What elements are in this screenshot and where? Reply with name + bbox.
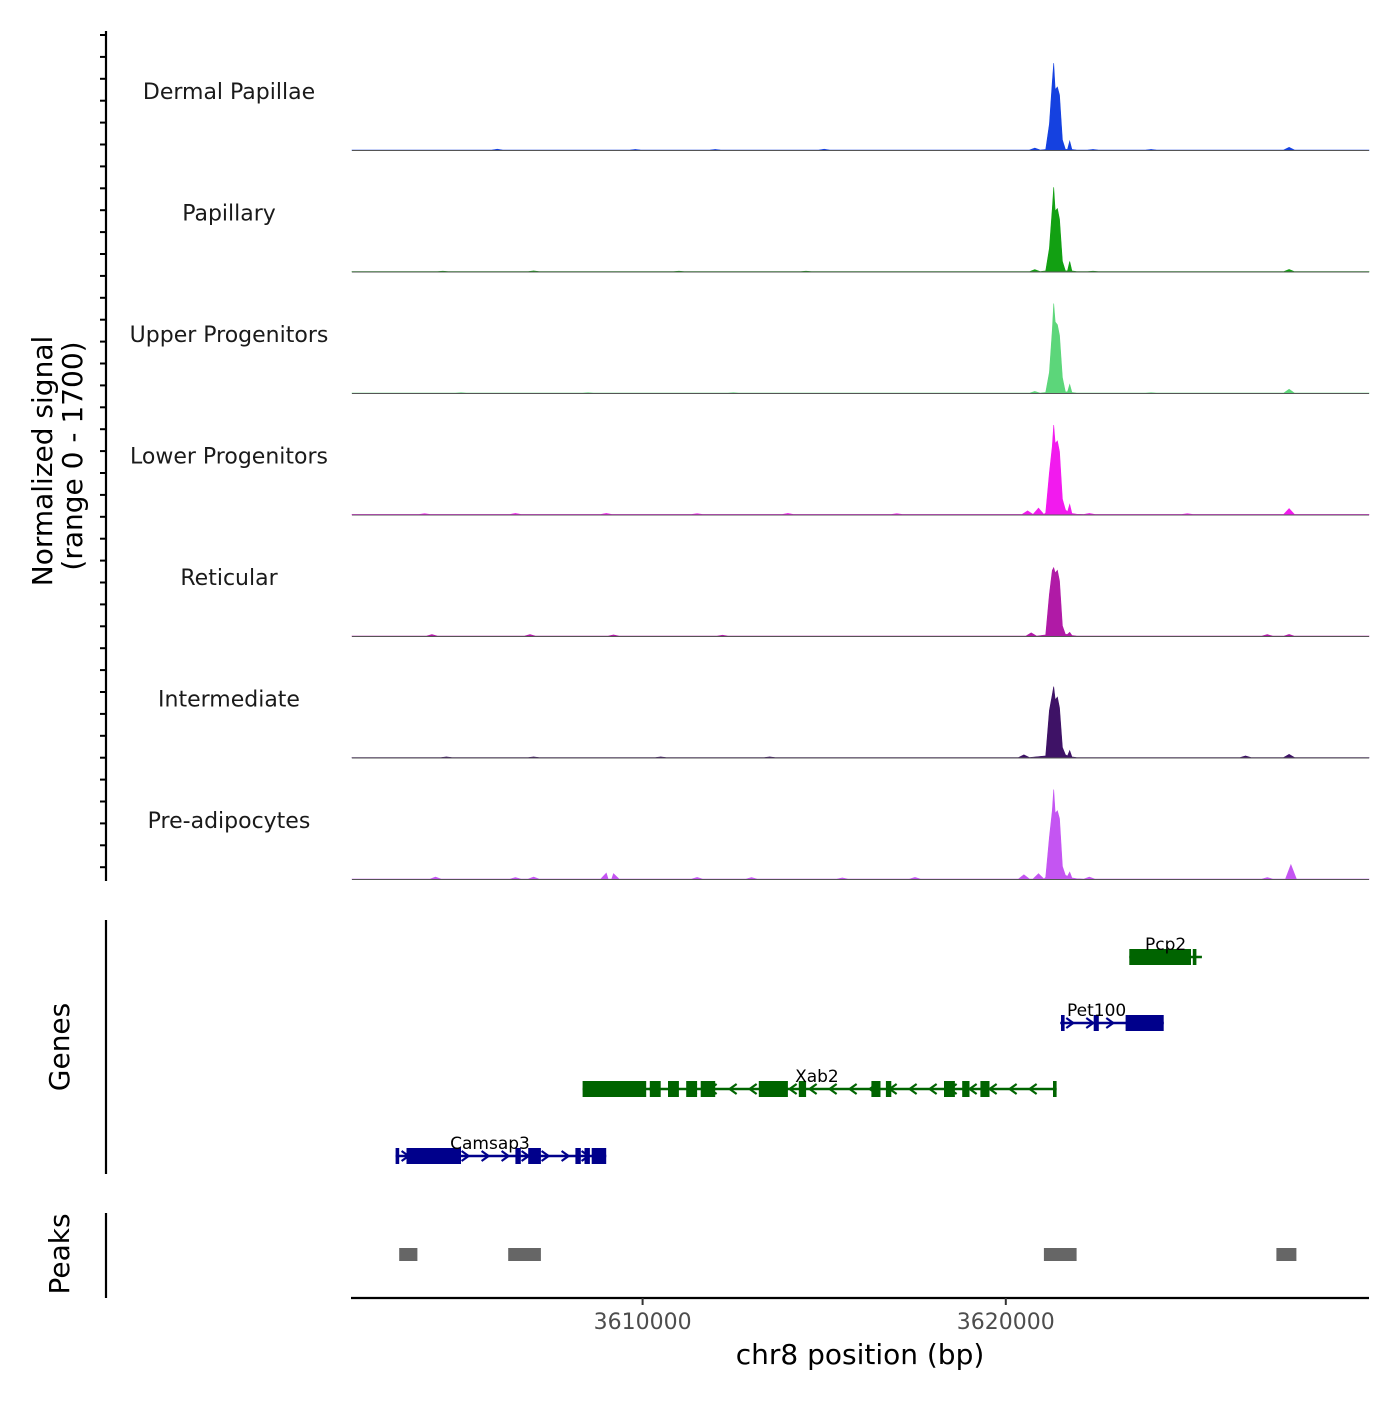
track-label: Lower Progenitors [130,445,328,470]
gene-exon [1192,949,1197,965]
gene-exon [582,1081,647,1097]
coverage-track: Dermal Papillae [143,63,1370,151]
gene-label: Pcp2 [1145,935,1186,955]
coverage-area [351,789,1370,880]
track-label: Intermediate [158,688,300,713]
genes-panel: Genes Pcp2 Pet100 Xab2 Camsap3 [43,920,1202,1174]
strand-arrow [967,1083,978,1095]
x-axis-ticks: 3610000 3620000 [594,1298,1055,1335]
gene-exon [758,1081,788,1097]
gene-annotations: Pcp2 Pet100 Xab2 Camsap3 [395,935,1202,1164]
gene-model: Xab2 [582,1067,1057,1097]
coverage-area [351,566,1370,637]
track-label: Pre-adipocytes [148,809,311,834]
coverage-y-axis-title: Normalized signal [26,336,59,587]
coverage-panel: Normalized signal (range 0 - 1700) Derma… [26,31,1370,881]
gene-label: Camsap3 [450,1134,530,1154]
gene-exon [885,1081,892,1097]
coverage-y-axis-range: (range 0 - 1700) [56,341,89,570]
gene-exon [700,1081,716,1097]
peak-region [399,1248,418,1261]
strand-arrow [560,1150,571,1162]
gene-model: Camsap3 [395,1134,607,1164]
strand-arrow [787,1083,798,1095]
gene-exon [575,1148,581,1164]
x-axis-title: chr8 position (bp) [736,1338,985,1371]
strand-arrow [1065,1017,1076,1029]
peak-region [508,1248,541,1261]
track-label: Reticular [180,566,278,591]
gene-exon [944,1081,955,1097]
coverage-area [351,187,1370,273]
gene-exon [584,1148,590,1164]
gene-exon [591,1148,607,1164]
coverage-track: Upper Progenitors [130,303,1370,394]
strand-arrow [540,1150,551,1162]
strand-arrow [1007,1083,1018,1095]
coverage-track: Lower Progenitors [130,424,1370,516]
coverage-track: Papillary [182,187,1370,273]
strand-arrow [500,1150,511,1162]
strand-arrow [927,1083,938,1095]
coverage-tracks: Dermal Papillae Papillary Upper Progenitor… [130,63,1370,880]
gene-exon [962,1081,970,1097]
coverage-y-ticks [100,34,106,869]
coverage-track: Pre-adipocytes [148,789,1370,880]
gene-exon [871,1081,881,1097]
gene-label: Pet100 [1067,1001,1126,1021]
coverage-area [351,686,1370,759]
gene-exon [1061,1015,1065,1031]
coverage-area [351,63,1370,151]
strand-arrow [480,1150,491,1162]
strand-arrow [460,1150,471,1162]
gene-exon [1129,949,1191,965]
strand-arrow [907,1083,918,1095]
strand-arrow [1105,1017,1116,1029]
gene-model: Pcp2 [1129,935,1202,965]
track-label: Upper Progenitors [130,323,329,348]
coverage-track: Reticular [180,566,1370,637]
gene-label: Xab2 [795,1067,839,1087]
strand-arrow [747,1083,758,1095]
strand-arrow [847,1083,858,1095]
x-tick-label: 3610000 [594,1310,692,1335]
gene-exon [1093,1015,1099,1031]
gene-exon [1125,1015,1164,1031]
gene-exon [528,1148,541,1164]
gene-exon [395,1148,400,1164]
gene-exon [980,1081,990,1097]
peak-region [1276,1248,1297,1261]
gene-exon [406,1148,461,1164]
gene-exon [668,1081,679,1097]
gene-exon [798,1081,807,1097]
gene-exon [1053,1081,1057,1097]
strand-arrow [1085,1017,1096,1029]
strand-arrow [1027,1083,1038,1095]
coverage-area [351,424,1370,516]
coverage-track: Intermediate [158,686,1370,759]
x-tick-label: 3620000 [957,1310,1055,1335]
peak-region [1043,1248,1077,1261]
peak-regions [399,1248,1297,1261]
strand-arrow [987,1083,998,1095]
gene-exon [686,1081,698,1097]
strand-arrow [827,1083,838,1095]
track-label: Dermal Papillae [143,80,315,105]
genes-panel-title: Genes [43,1003,76,1091]
strand-arrow [807,1083,818,1095]
strand-arrow [727,1083,738,1095]
track-label: Papillary [182,202,276,227]
gene-model: Pet100 [1060,1001,1164,1031]
gene-exon [515,1148,521,1164]
x-axis: 3610000 3620000 chr8 position (bp) [351,1296,1369,1371]
peaks-panel: Peaks [43,1213,1297,1298]
gene-exon [649,1081,661,1097]
peaks-panel-title: Peaks [43,1213,76,1294]
